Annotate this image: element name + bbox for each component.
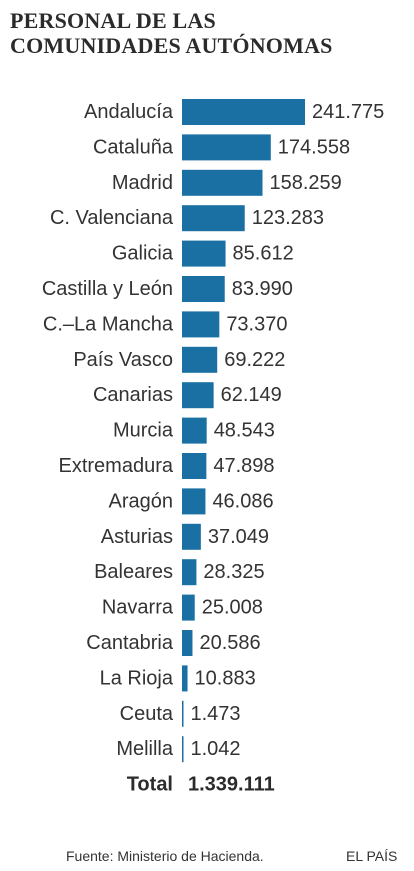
value-label-c-valenciana: 123.283 — [252, 207, 324, 229]
category-label-melilla: Melilla — [116, 738, 174, 760]
value-label-c-la-mancha: 73.370 — [226, 313, 287, 335]
brand-logo: EL PAÍS — [346, 848, 398, 864]
bar-castilla-y-leon — [182, 276, 225, 302]
chart-title: PERSONAL DE LAS COMUNIDADES AUTÓNOMAS — [10, 8, 333, 58]
value-label-extremadura: 47.898 — [213, 455, 274, 477]
value-label-navarra: 25.008 — [202, 597, 263, 619]
category-label-pais-vasco: País Vasco — [73, 349, 173, 371]
value-label-la-rioja: 10.883 — [195, 667, 256, 689]
bar-la-rioja — [182, 665, 188, 692]
bar-canarias — [182, 382, 214, 409]
category-label-asturias: Asturias — [101, 526, 173, 548]
bar-c-valenciana — [182, 205, 245, 232]
bar-navarra — [182, 594, 195, 621]
category-label-extremadura: Extremadura — [59, 455, 174, 477]
category-label-castilla-y-leon: Castilla y León — [42, 278, 173, 300]
value-label-canarias: 62.149 — [221, 384, 282, 406]
category-label-ceuta: Ceuta — [120, 703, 174, 725]
bar-c-la-mancha — [182, 311, 220, 338]
title-line-1: PERSONAL DE LAS — [10, 8, 216, 33]
bar-extremadura — [182, 453, 207, 479]
bar-madrid — [182, 169, 263, 196]
bar-chart: Andalucía 241.775 Cataluña 174.558 Madrid 158… — [42, 99, 384, 796]
bar-andalucia — [182, 99, 305, 125]
bar-baleares — [182, 559, 197, 586]
category-label-canarias: Canarias — [93, 384, 173, 406]
value-label-baleares: 28.325 — [203, 561, 264, 583]
value-label-melilla: 1.042 — [191, 738, 241, 760]
category-label-andalucia: Andalucía — [84, 101, 174, 123]
category-label-madrid: Madrid — [112, 172, 173, 194]
category-label-cataluna: Cataluña — [93, 136, 174, 158]
category-label-baleares: Baleares — [94, 561, 173, 583]
bar-cantabria — [182, 630, 193, 656]
category-label-murcia: Murcia — [113, 420, 174, 442]
source-note: Fuente: Ministerio de Hacienda. — [66, 848, 264, 864]
value-label-andalucia: 241.775 — [312, 101, 384, 123]
category-label-c-la-mancha: C.–La Mancha — [43, 313, 174, 335]
bar-galicia — [182, 240, 226, 267]
value-label-castilla-y-leon: 83.990 — [232, 278, 293, 300]
category-label-cantabria: Cantabria — [86, 632, 174, 654]
bar-aragon — [182, 488, 206, 515]
bar-murcia — [182, 417, 207, 444]
category-label-galicia: Galicia — [112, 243, 174, 265]
bar-pais-vasco — [182, 346, 218, 373]
total-label: Total — [127, 774, 173, 796]
category-label-aragon: Aragón — [109, 490, 174, 512]
bar-ceuta — [182, 700, 184, 727]
value-label-pais-vasco: 69.222 — [224, 349, 285, 371]
value-label-cantabria: 20.586 — [199, 632, 260, 654]
bar-asturias — [182, 523, 201, 550]
value-label-murcia: 48.543 — [214, 420, 275, 442]
total-value: 1.339.111 — [188, 774, 275, 796]
value-label-madrid: 158.259 — [270, 172, 342, 194]
value-label-asturias: 37.049 — [208, 526, 269, 548]
category-label-navarra: Navarra — [102, 597, 174, 619]
value-label-ceuta: 1.473 — [191, 703, 241, 725]
title-line-2: COMUNIDADES AUTÓNOMAS — [10, 33, 333, 58]
value-label-galicia: 85.612 — [233, 243, 294, 265]
value-label-cataluna: 174.558 — [278, 136, 350, 158]
category-label-la-rioja: La Rioja — [100, 667, 174, 689]
bar-melilla — [182, 736, 184, 763]
category-label-c-valenciana: C. Valenciana — [50, 207, 174, 229]
value-label-aragon: 46.086 — [212, 490, 273, 512]
bar-cataluna — [182, 134, 271, 161]
